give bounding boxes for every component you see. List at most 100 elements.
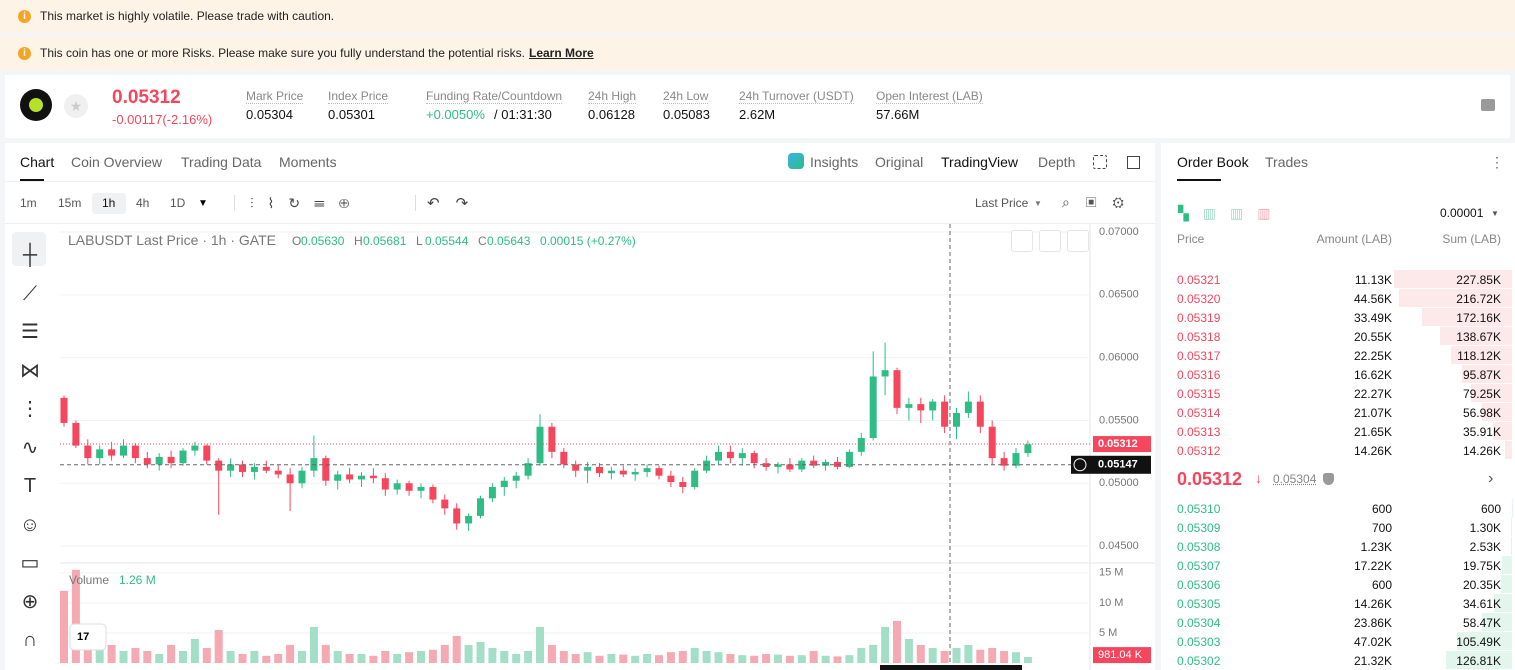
volume-bar — [690, 647, 699, 663]
book-layout-icons[interactable]: ▚▥▥▥ — [1178, 205, 1285, 221]
precision[interactable]: 0.00001 — [1440, 206, 1484, 220]
book-sum: 20.35K — [1462, 578, 1501, 592]
candle-body — [227, 464, 235, 471]
chart-button[interactable] — [1011, 230, 1033, 252]
view-tab[interactable]: TradingView — [941, 154, 1019, 170]
interval[interactable]: 4h — [136, 196, 150, 210]
divider — [5, 181, 1155, 182]
book-price[interactable]: 0.05312 — [1177, 444, 1221, 458]
volume-bar — [321, 644, 330, 663]
book-price[interactable]: 0.05305 — [1177, 597, 1221, 611]
divider — [5, 223, 1155, 224]
book-price[interactable]: 0.05315 — [1177, 387, 1221, 401]
undo-redo[interactable]: ↶↷ — [427, 195, 485, 212]
volume-bar — [60, 590, 68, 663]
coin-icon — [20, 89, 52, 121]
candle-body — [976, 401, 984, 427]
depth-bar — [1393, 270, 1512, 288]
interval-dropdown[interactable]: ▼ — [198, 198, 208, 209]
chart-button[interactable] — [1039, 230, 1061, 252]
precision-dropdown[interactable]: ▼ — [1491, 209, 1499, 218]
book-price[interactable]: 0.05304 — [1177, 616, 1221, 630]
learn-more[interactable]: Learn More — [529, 46, 594, 60]
book-price[interactable]: 0.05306 — [1177, 578, 1221, 592]
view-tab[interactable]: Original — [875, 154, 924, 170]
y-tick-label: 0.05000 — [1099, 477, 1139, 489]
volume-bar — [904, 638, 913, 663]
candle-body — [60, 397, 68, 423]
candle-body — [215, 460, 223, 471]
volume-bar — [666, 652, 675, 663]
book-tab[interactable]: Trades — [1265, 154, 1309, 170]
volume-bar — [440, 644, 449, 663]
y-tick-label: 0.06500 — [1099, 289, 1139, 301]
interval[interactable]: 15m — [58, 196, 82, 210]
chart-tab[interactable]: Coin Overview — [71, 154, 163, 170]
toolbar-icons[interactable]: ⫶⌇↻☰⊕ — [250, 195, 364, 211]
book-price[interactable]: 0.05314 — [1177, 406, 1221, 420]
candle-body — [155, 456, 163, 465]
volume-bar — [214, 629, 223, 663]
book-price[interactable]: 0.05308 — [1177, 540, 1221, 554]
book-price[interactable]: 0.05318 — [1177, 330, 1221, 344]
book-amount: 14.26K — [1353, 597, 1392, 611]
candle-body — [560, 451, 568, 465]
last-price-label: 0.05312 — [1098, 438, 1138, 450]
candle-body — [131, 445, 139, 459]
favorite[interactable]: ★ — [64, 94, 88, 118]
stat-value: +0.0050% — [426, 107, 485, 122]
interval[interactable]: 1D — [170, 196, 186, 210]
book-tab[interactable]: Order Book — [1177, 154, 1249, 170]
book-price[interactable]: 0.05319 — [1177, 311, 1221, 325]
chart-button[interactable] — [1067, 230, 1089, 252]
volume-value: 1.26 M — [119, 573, 156, 587]
chart-tab[interactable]: Moments — [279, 154, 337, 170]
volume-bar — [571, 653, 580, 663]
more-arrow[interactable]: › — [1488, 470, 1494, 487]
note-icon[interactable] — [1481, 99, 1495, 111]
chart-tools[interactable]: ⌕▣⚙ — [1062, 194, 1140, 210]
chart-tab[interactable]: Chart — [20, 154, 55, 170]
candle-body — [631, 471, 639, 475]
interval[interactable]: 1m — [20, 196, 37, 210]
price-type-dropdown[interactable]: ▼ — [1034, 199, 1042, 208]
book-price[interactable]: 0.05317 — [1177, 349, 1221, 363]
view-tab[interactable]: Depth — [1038, 154, 1076, 170]
depth-bar — [1501, 556, 1512, 574]
candle-body — [465, 515, 473, 524]
volume-bar — [893, 620, 901, 663]
depth-bar — [1446, 651, 1512, 669]
candle-body — [191, 445, 199, 451]
window-icon[interactable] — [1127, 156, 1140, 169]
view-tab[interactable]: Insights — [810, 154, 859, 170]
volume-bar — [1000, 650, 1009, 663]
volume-bar — [357, 653, 366, 663]
ohlc-key: O — [292, 234, 302, 248]
drawing-tools[interactable]: ┼ ⟋ ☰ ⋈ ⋮ ∿ T ☺ ▭ ⊕ ∩ — [19, 244, 41, 651]
volume-bar — [476, 641, 485, 663]
price-type[interactable]: Last Price — [975, 196, 1029, 210]
price-change: -0.00117(-2.16%) — [112, 112, 213, 127]
candle-body — [584, 466, 592, 471]
candle-body — [381, 478, 389, 490]
expand-icon[interactable] — [1093, 155, 1107, 169]
book-price[interactable]: 0.05303 — [1177, 635, 1221, 649]
book-price[interactable]: 0.05320 — [1177, 292, 1221, 306]
interval[interactable]: 1h — [102, 196, 116, 210]
chart-tab[interactable]: Trading Data — [181, 154, 262, 170]
book-price[interactable]: 0.05309 — [1177, 521, 1221, 535]
depth-bar — [1481, 613, 1512, 631]
book-price[interactable]: 0.05321 — [1177, 273, 1221, 287]
book-price[interactable]: 0.05313 — [1177, 425, 1221, 439]
book-price[interactable]: 0.05316 — [1177, 368, 1221, 382]
volume-bar — [857, 647, 866, 663]
volume-bar — [369, 655, 378, 663]
menu[interactable]: ⋮ — [1490, 154, 1504, 170]
candle-body — [358, 475, 365, 480]
ohlc-change: 0.00015 (+0.27%) — [540, 234, 636, 248]
book-price[interactable]: 0.05302 — [1177, 654, 1221, 668]
book-price[interactable]: 0.05310 — [1177, 502, 1221, 516]
book-price[interactable]: 0.05307 — [1177, 559, 1221, 573]
mark-price: 0.05304 — [1273, 472, 1317, 486]
separator — [234, 195, 235, 211]
